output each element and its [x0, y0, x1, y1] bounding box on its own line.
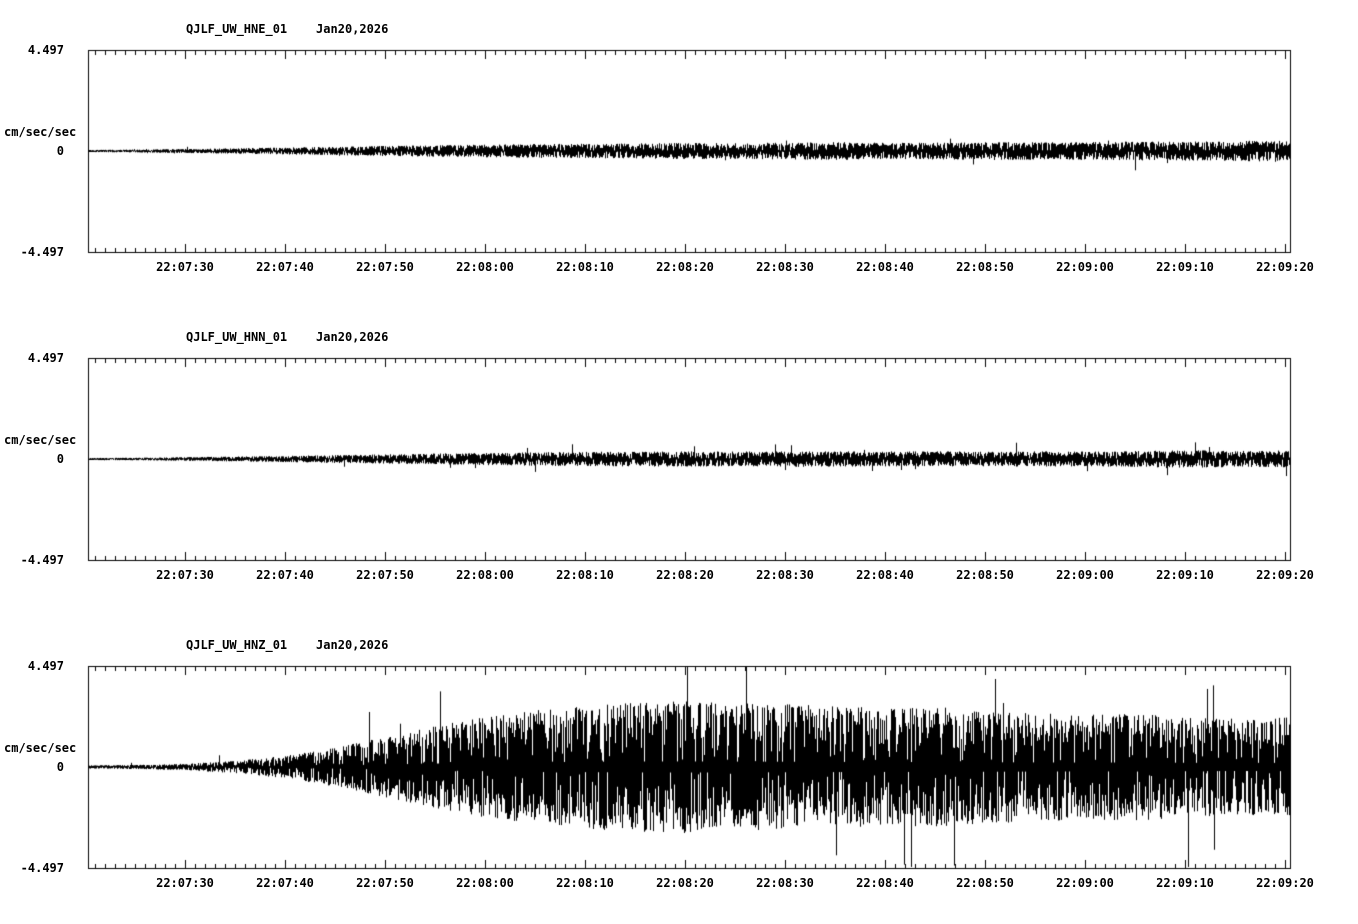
y-axis-min-label: -4.497	[20, 861, 64, 875]
x-axis-tick-label: 22:08:10	[556, 260, 614, 274]
x-axis-tick-label: 22:07:40	[256, 568, 314, 582]
x-axis-tick-label: 22:09:10	[1156, 568, 1214, 582]
x-axis-tick-label: 22:07:30	[156, 568, 214, 582]
waveform-canvas	[0, 0, 1358, 308]
x-axis-tick-label: 22:08:00	[456, 260, 514, 274]
seismogram-panel: QJLF_UW_HNN_01 Jan20,2026 4.497 cm/sec/sec…	[0, 308, 1358, 616]
x-axis-tick-label: 22:09:00	[1056, 260, 1114, 274]
x-axis-tick-label: 22:08:30	[756, 260, 814, 274]
y-axis-unit-label: cm/sec/sec	[4, 433, 77, 447]
x-axis-tick-label: 22:07:50	[356, 876, 414, 890]
x-axis-tick-label: 22:08:40	[856, 568, 914, 582]
y-axis-min-label: -4.497	[20, 245, 64, 259]
x-axis-tick-label: 22:08:50	[956, 876, 1014, 890]
x-axis-tick-label: 22:08:10	[556, 876, 614, 890]
x-axis-tick-label: 22:07:40	[256, 876, 314, 890]
y-axis-max-label: 4.497	[27, 659, 64, 673]
seismogram-panel: QJLF_UW_HNE_01 Jan20,2026 4.497 cm/sec/sec…	[0, 0, 1358, 308]
x-axis-tick-label: 22:08:10	[556, 568, 614, 582]
waveform-canvas	[0, 616, 1358, 924]
trace-title: QJLF_UW_HNE_01 Jan20,2026	[186, 22, 389, 36]
y-axis-zero-label: 0	[56, 452, 64, 466]
x-axis-tick-label: 22:09:20	[1256, 568, 1314, 582]
seismogram-panel: QJLF_UW_HNZ_01 Jan20,2026 4.497 cm/sec/sec…	[0, 616, 1358, 924]
x-axis-tick-label: 22:08:30	[756, 568, 814, 582]
y-axis-unit-label: cm/sec/sec	[4, 741, 77, 755]
x-axis-tick-label: 22:08:50	[956, 568, 1014, 582]
trace-title: QJLF_UW_HNZ_01 Jan20,2026	[186, 638, 389, 652]
x-axis-tick-label: 22:09:10	[1156, 260, 1214, 274]
y-axis-max-label: 4.497	[27, 43, 64, 57]
x-axis-tick-label: 22:07:40	[256, 260, 314, 274]
x-axis-tick-label: 22:08:40	[856, 260, 914, 274]
x-axis-tick-label: 22:07:50	[356, 568, 414, 582]
trace-title: QJLF_UW_HNN_01 Jan20,2026	[186, 330, 389, 344]
x-axis-tick-label: 22:08:50	[956, 260, 1014, 274]
y-axis-unit-label: cm/sec/sec	[4, 125, 77, 139]
x-axis-tick-label: 22:09:00	[1056, 568, 1114, 582]
x-axis-tick-label: 22:07:30	[156, 876, 214, 890]
x-axis-tick-label: 22:08:40	[856, 876, 914, 890]
x-axis-tick-label: 22:09:20	[1256, 260, 1314, 274]
x-axis-tick-label: 22:09:20	[1256, 876, 1314, 890]
y-axis-zero-label: 0	[56, 760, 64, 774]
x-axis-tick-label: 22:08:20	[656, 568, 714, 582]
x-axis-tick-label: 22:07:50	[356, 260, 414, 274]
x-axis-tick-label: 22:09:10	[1156, 876, 1214, 890]
y-axis-zero-label: 0	[56, 144, 64, 158]
waveform-canvas	[0, 308, 1358, 616]
x-axis-tick-label: 22:08:00	[456, 568, 514, 582]
x-axis-tick-label: 22:08:00	[456, 876, 514, 890]
x-axis-tick-label: 22:07:30	[156, 260, 214, 274]
x-axis-tick-label: 22:09:00	[1056, 876, 1114, 890]
x-axis-tick-label: 22:08:30	[756, 876, 814, 890]
y-axis-max-label: 4.497	[27, 351, 64, 365]
x-axis-tick-label: 22:08:20	[656, 876, 714, 890]
y-axis-min-label: -4.497	[20, 553, 64, 567]
x-axis-tick-label: 22:08:20	[656, 260, 714, 274]
